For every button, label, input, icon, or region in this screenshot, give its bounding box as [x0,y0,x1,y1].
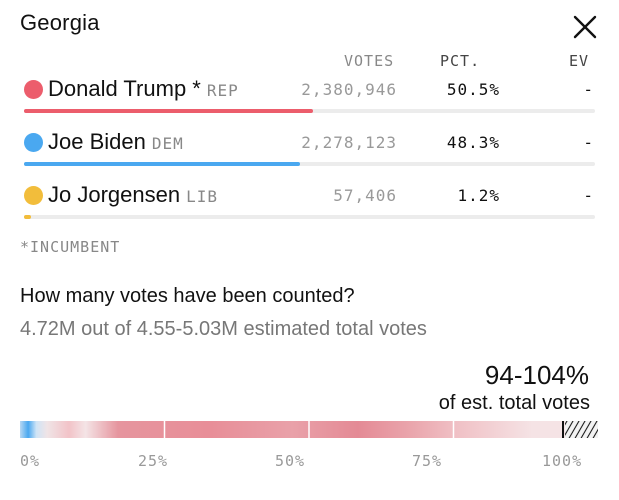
vote-percent: 1.2% [457,186,500,205]
candidate-name: Jo Jorgensen LIB [48,182,218,208]
votes-counted-heading: How many votes have been counted? [20,285,355,307]
counted-progress-graphic [20,421,598,438]
close-icon[interactable] [566,10,602,46]
vote-count: 2,380,946 [301,80,397,99]
estimated-range-label: of est. total votes [438,392,590,414]
vote-share-bar [24,162,595,166]
counted-progress-bar [20,421,598,438]
vote-count: 2,278,123 [301,133,397,152]
pct-column-header: PCT. [440,52,481,70]
electoral-votes: - [583,186,593,205]
incumbent-footnote: *INCUMBENT [20,238,121,256]
vote-percent: 50.5% [446,80,500,99]
candidate-name-text: Jo Jorgensen [48,182,181,207]
estimated-range: 94-104% [484,360,589,390]
counted-fill [20,421,565,438]
electoral-votes: - [583,80,593,99]
progress-tick-label: 75% [412,452,443,470]
candidate-row: Donald Trump * REP 2,380,946 50.5% - [0,76,619,128]
vote-share-bar [24,215,595,219]
votes-counted-detail: 4.72M out of 4.55-5.03M estimated total … [20,318,427,340]
party-color-dot [24,186,43,205]
estimate-uncertainty-band [565,421,598,438]
progress-tick-label: 100% [542,452,583,470]
party-color-dot [24,133,43,152]
candidate-name: Donald Trump * REP [48,76,239,102]
candidate-row: Jo Jorgensen LIB 57,406 1.2% - [0,182,619,234]
vote-share-bar [24,109,595,113]
party-label: LIB [186,187,218,206]
candidate-name-text: Joe Biden [48,129,146,154]
votes-column-header: VOTES [344,52,395,70]
candidate-name: Joe Biden DEM [48,129,184,155]
progress-tick-label: 25% [138,452,169,470]
candidate-name-text: Donald Trump * [48,76,201,101]
ev-column-header: EV [569,52,590,70]
electoral-votes: - [583,133,593,152]
progress-tick-label: 0% [20,452,41,470]
state-title: Georgia [20,10,100,35]
party-label: REP [206,81,239,100]
vote-share-fill [24,109,313,113]
vote-share-fill [24,215,31,219]
party-label: DEM [151,134,184,153]
candidate-row: Joe Biden DEM 2,278,123 48.3% - [0,129,619,181]
vote-count: 57,406 [333,186,397,205]
progress-tick-label: 50% [275,452,306,470]
vote-share-fill [24,162,301,166]
party-color-dot [24,80,43,99]
vote-percent: 48.3% [446,133,500,152]
